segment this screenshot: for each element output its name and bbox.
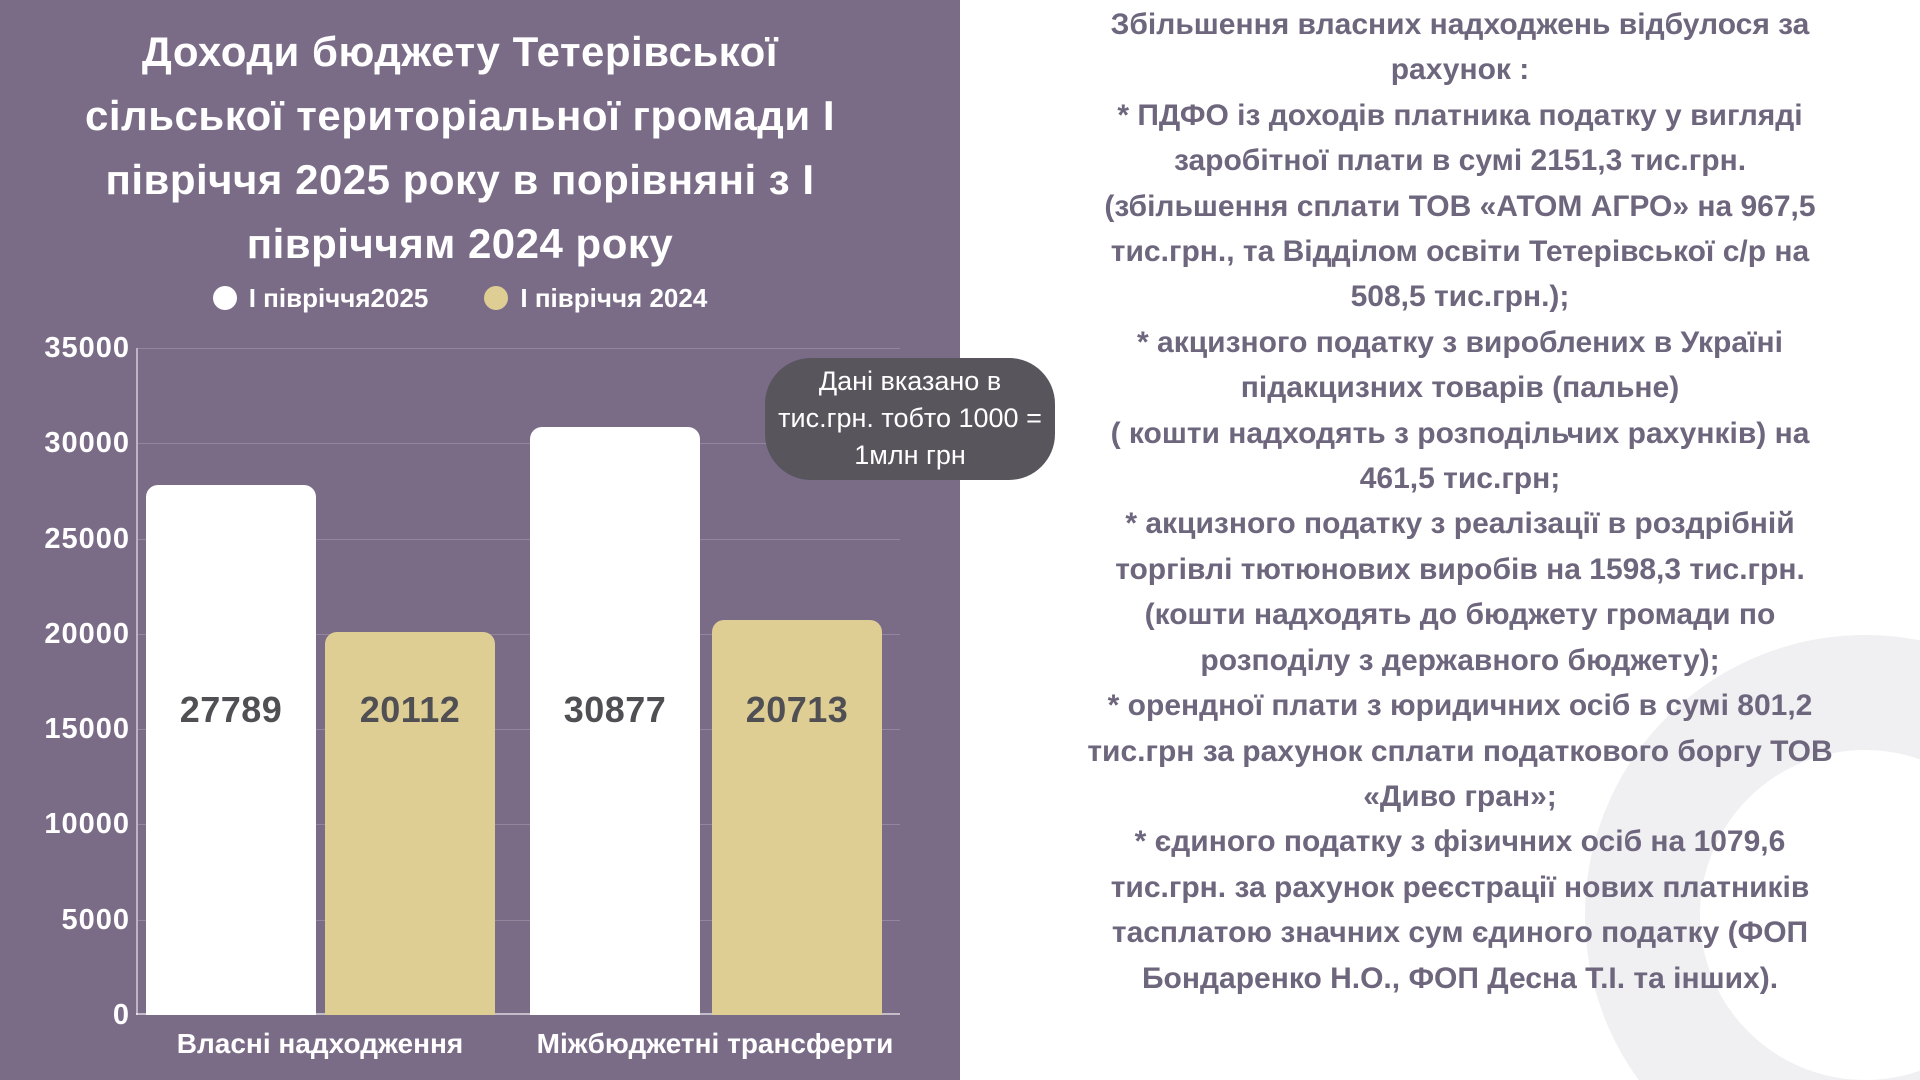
explanation-text-line: * орендної плати з юридичних осіб в сумі… [1107,689,1813,723]
y-tick-20000: 20000 [44,618,130,650]
data-units-note-line: 1млн грн [854,440,966,470]
bar-І-півріччя-2024-2 [712,620,882,1015]
y-tick-15000: 15000 [44,713,130,745]
x-label-1: Власні надходження [176,1028,464,1059]
chart-title-line: півріччя 2025 року в порівняні з І [105,156,815,203]
explanation-text-line: тис.грн. за рахунок реєстрації нових пла… [1110,870,1810,904]
explanation-text-line: Бондаренко Н.О., ФОП Десна Т.І. та інших… [1141,961,1779,995]
explanation-text-line: розподілу з державного бюджету); [1200,643,1720,677]
legend-item-2025: І півріччя2025 [212,282,429,314]
explanation-text-line: 508,5 тис.грн.); [1350,280,1570,314]
y-tick-25000: 25000 [44,523,130,555]
legend-label-2025: І півріччя2025 [248,282,429,313]
chart-title: Доходи бюджету Тетерівської сільської тер… [0,20,920,276]
bar-value-label: 30877 [563,689,667,730]
explanation-text: Збільшення власних надходжень відбулося … [1000,2,1920,1001]
explanation-text-line: тасплатою значних сум єдиного податку (Ф… [1111,916,1809,950]
y-axis: 0 5000 10000 15000 20000 25000 30000 35000 [0,332,130,1031]
chart-legend: І півріччя2025 І півріччя 2024 [0,282,920,314]
explanation-text-line: * акцизного податку з реалізації в роздр… [1125,507,1795,541]
bar-value-label: 27789 [179,689,283,730]
explanation-text-line: * єдиного податку з фізичних осіб на 107… [1134,825,1786,859]
explanation-text-line: (збільшення сплати ТОВ «АТОМ АГРО» на 96… [1104,189,1816,223]
bar-І-півріччя2025-2 [530,427,700,1015]
y-tick-30000: 30000 [44,427,130,459]
gridline-25000 [138,539,900,540]
y-tick-10000: 10000 [44,808,130,840]
x-axis-labels: Власні надходження Міжбюджетні трансферти [138,1024,900,1068]
legend-label-2024: І півріччя 2024 [520,282,708,313]
chart-title-line: Доходи бюджету Тетерівської [141,28,779,75]
y-tick-5000: 5000 [61,904,130,936]
gridline-35000 [138,348,900,349]
bar-І-півріччя-2024-1 [325,632,495,1015]
data-units-note-line: тис.грн. тобто 1000 = [778,403,1042,433]
data-units-note-line: Дані вказано в [818,366,1002,396]
legend-dot-2024-icon [484,286,509,310]
explanation-text-line: «Диво гран»; [1363,779,1557,813]
chart-title-line: сільської територіальної громади І [84,92,835,139]
explanation-text-line: * ПДФО із доходів платника податку у виг… [1117,98,1803,132]
gridline-10000 [138,824,900,825]
explanation-text-line: ( кошти надходять з розподільчих рахункі… [1110,416,1810,450]
explanation-text-line: торгівлі тютюнових виробів на 1598,3 тис… [1115,552,1805,586]
gridline-0 [136,1013,900,1015]
text-panel: Збільшення власних надходжень відбулося … [960,0,1920,1080]
explanation-text-line: тис.грн за рахунок сплати податкового бо… [1087,734,1833,768]
y-tick-35000: 35000 [44,332,130,364]
bar-І-півріччя2025-1 [146,485,316,1015]
legend-item-2024: І півріччя 2024 [484,283,707,314]
gridline-15000 [138,729,900,730]
explanation-text-line: рахунок : [1390,53,1530,87]
legend-dot-2025-icon [212,286,237,310]
explanation-text-line: * акцизного податку з вироблених в Украї… [1137,325,1783,359]
explanation-text-line: підакцизних товарів (пальне) [1240,371,1680,405]
explanation-text-line: Збільшення власних надходжень відбулося … [1110,8,1810,41]
bar-plot: 27789 20112 30877 20713 [136,348,900,1015]
x-label-2: Міжбюджетні трансферти [536,1028,894,1059]
chart-title-line: півріччям 2024 року [246,220,674,267]
explanation-text-line: заробітної плати в сумі 2151,3 тис.грн. [1173,144,1747,178]
explanation-text-line: тис.грн., та Відділом освіти Тетерівсько… [1110,235,1810,269]
bar-value-label: 20713 [745,689,849,730]
gridline-30000 [138,443,900,444]
explanation-text-line: (кошти надходять до бюджету громади по [1144,598,1776,632]
data-units-note: Дані вказано в тис.грн. тобто 1000 = 1млн … [765,358,1055,480]
gridline-5000 [138,920,900,921]
explanation-text-line: 461,5 тис.грн; [1359,462,1561,496]
gridline-20000 [138,634,900,635]
chart-panel: Доходи бюджету Тетерівської сільської тер… [0,0,960,1080]
bar-value-label: 20112 [359,689,461,730]
y-tick-0: 0 [112,999,130,1031]
